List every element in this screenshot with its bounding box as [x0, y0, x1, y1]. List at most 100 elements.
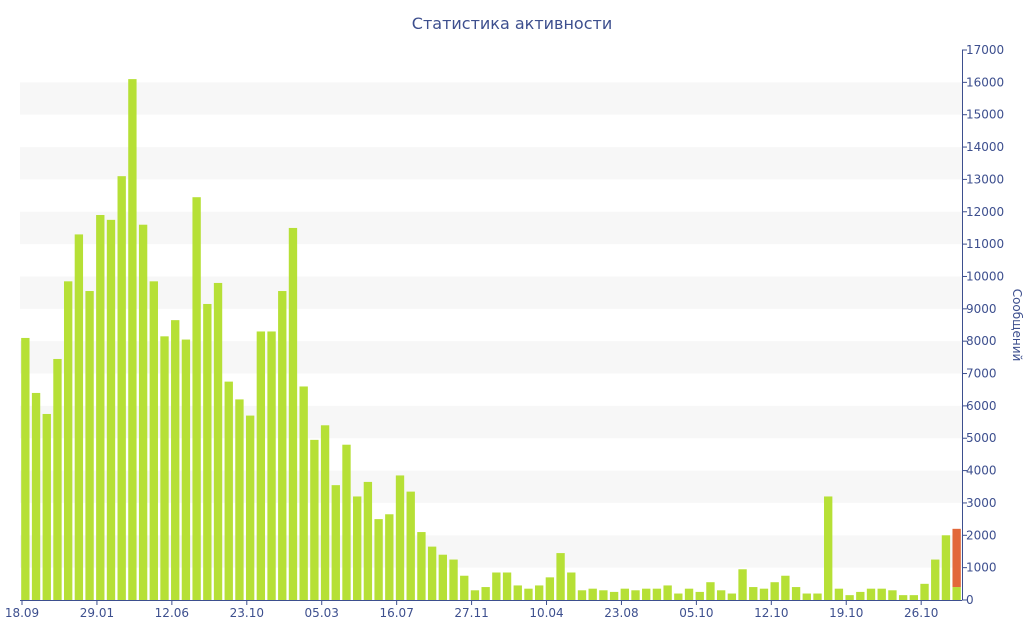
bar: [85, 291, 94, 600]
bar: [791, 587, 801, 600]
bar: [866, 588, 876, 600]
bar: [278, 291, 287, 600]
bar: [749, 587, 758, 600]
bar: [256, 331, 266, 600]
bar: [759, 588, 769, 600]
grid-band: [20, 211, 962, 245]
bar: [898, 595, 908, 600]
y-tick-label: 4000: [966, 464, 997, 478]
bar: [160, 336, 169, 600]
bar: [427, 546, 437, 600]
bar: [834, 588, 844, 600]
bar: [213, 282, 223, 600]
bar: [545, 577, 555, 600]
bar: [781, 575, 790, 600]
bar: [74, 234, 84, 601]
bar: [952, 587, 961, 600]
bar: [738, 569, 747, 600]
bar: [716, 590, 726, 600]
bar: [374, 519, 383, 600]
y-tick-label: 11000: [966, 237, 1004, 251]
bar: [417, 532, 426, 600]
bar: [460, 575, 469, 600]
bar: [824, 496, 833, 600]
bar: [320, 425, 330, 600]
x-tick-label: 23.10: [230, 606, 264, 620]
bar: [181, 339, 191, 600]
bar: [513, 585, 522, 600]
bar: [406, 491, 415, 600]
y-tick-label: 0: [966, 593, 974, 607]
bar: [524, 588, 533, 600]
bar: [609, 591, 619, 600]
bar: [21, 337, 30, 600]
bar: [470, 590, 480, 600]
x-tick-label: 12.06: [155, 606, 189, 620]
bar: [941, 535, 951, 600]
bar: [588, 588, 597, 600]
x-tick-label: 26.10: [904, 606, 938, 620]
bar: [631, 590, 640, 600]
bar: [674, 593, 683, 600]
bar: [138, 224, 148, 601]
bar: [203, 303, 212, 600]
bar: [909, 595, 919, 600]
y-tick-label: 9000: [966, 302, 997, 316]
bar: [395, 475, 405, 600]
bar: [128, 79, 137, 600]
bar: [534, 585, 544, 600]
grid-band: [20, 147, 962, 180]
y-tick-label: 6000: [966, 399, 997, 413]
bar: [502, 572, 512, 600]
bar: [449, 559, 458, 600]
y-tick-label: 2000: [966, 528, 997, 542]
bar: [813, 593, 822, 600]
bar: [888, 590, 897, 600]
y-axis-title: Сообщений: [1010, 289, 1024, 362]
bar: [310, 439, 319, 600]
bar: [192, 197, 201, 601]
y-tick-label: 10000: [966, 269, 1004, 283]
bar: [577, 590, 587, 600]
bar: [149, 281, 158, 600]
x-tick-label: 29.01: [80, 606, 114, 620]
chart-title: Статистика активности: [411, 14, 613, 33]
y-tick-label: 13000: [966, 172, 1004, 186]
bar: [63, 281, 73, 600]
bar: [224, 381, 233, 600]
grid-band: [20, 82, 962, 115]
bar: [353, 496, 362, 600]
bar: [620, 588, 629, 600]
bar-highlight: [952, 528, 961, 588]
bar: [727, 593, 737, 600]
y-tick-label: 14000: [966, 140, 1004, 154]
x-tick-label: 05.03: [305, 606, 339, 620]
bar: [920, 583, 929, 600]
x-tick-label: 10.04: [529, 606, 563, 620]
y-tick-label: 8000: [966, 334, 997, 348]
bar: [802, 593, 811, 600]
bar: [106, 219, 116, 600]
x-tick-label: 18.09: [5, 606, 39, 620]
bar: [267, 331, 276, 600]
bar: [770, 582, 779, 600]
bar: [599, 590, 608, 600]
x-tick-label: 16.07: [379, 606, 413, 620]
bar: [695, 591, 704, 600]
x-tick-label: 12.10: [754, 606, 788, 620]
x-tick-label: 19.10: [829, 606, 863, 620]
bar: [492, 572, 501, 600]
bar: [567, 572, 576, 600]
y-tick-label: 7000: [966, 367, 997, 381]
bar: [663, 585, 672, 600]
y-tick-label: 12000: [966, 205, 1004, 219]
bar: [845, 595, 854, 600]
bar: [438, 554, 448, 600]
bar: [877, 588, 886, 600]
bar: [331, 485, 340, 600]
bar: [171, 320, 180, 600]
bar: [556, 553, 565, 600]
y-tick-label: 3000: [966, 496, 997, 510]
bar: [706, 582, 715, 600]
bar: [42, 413, 51, 600]
